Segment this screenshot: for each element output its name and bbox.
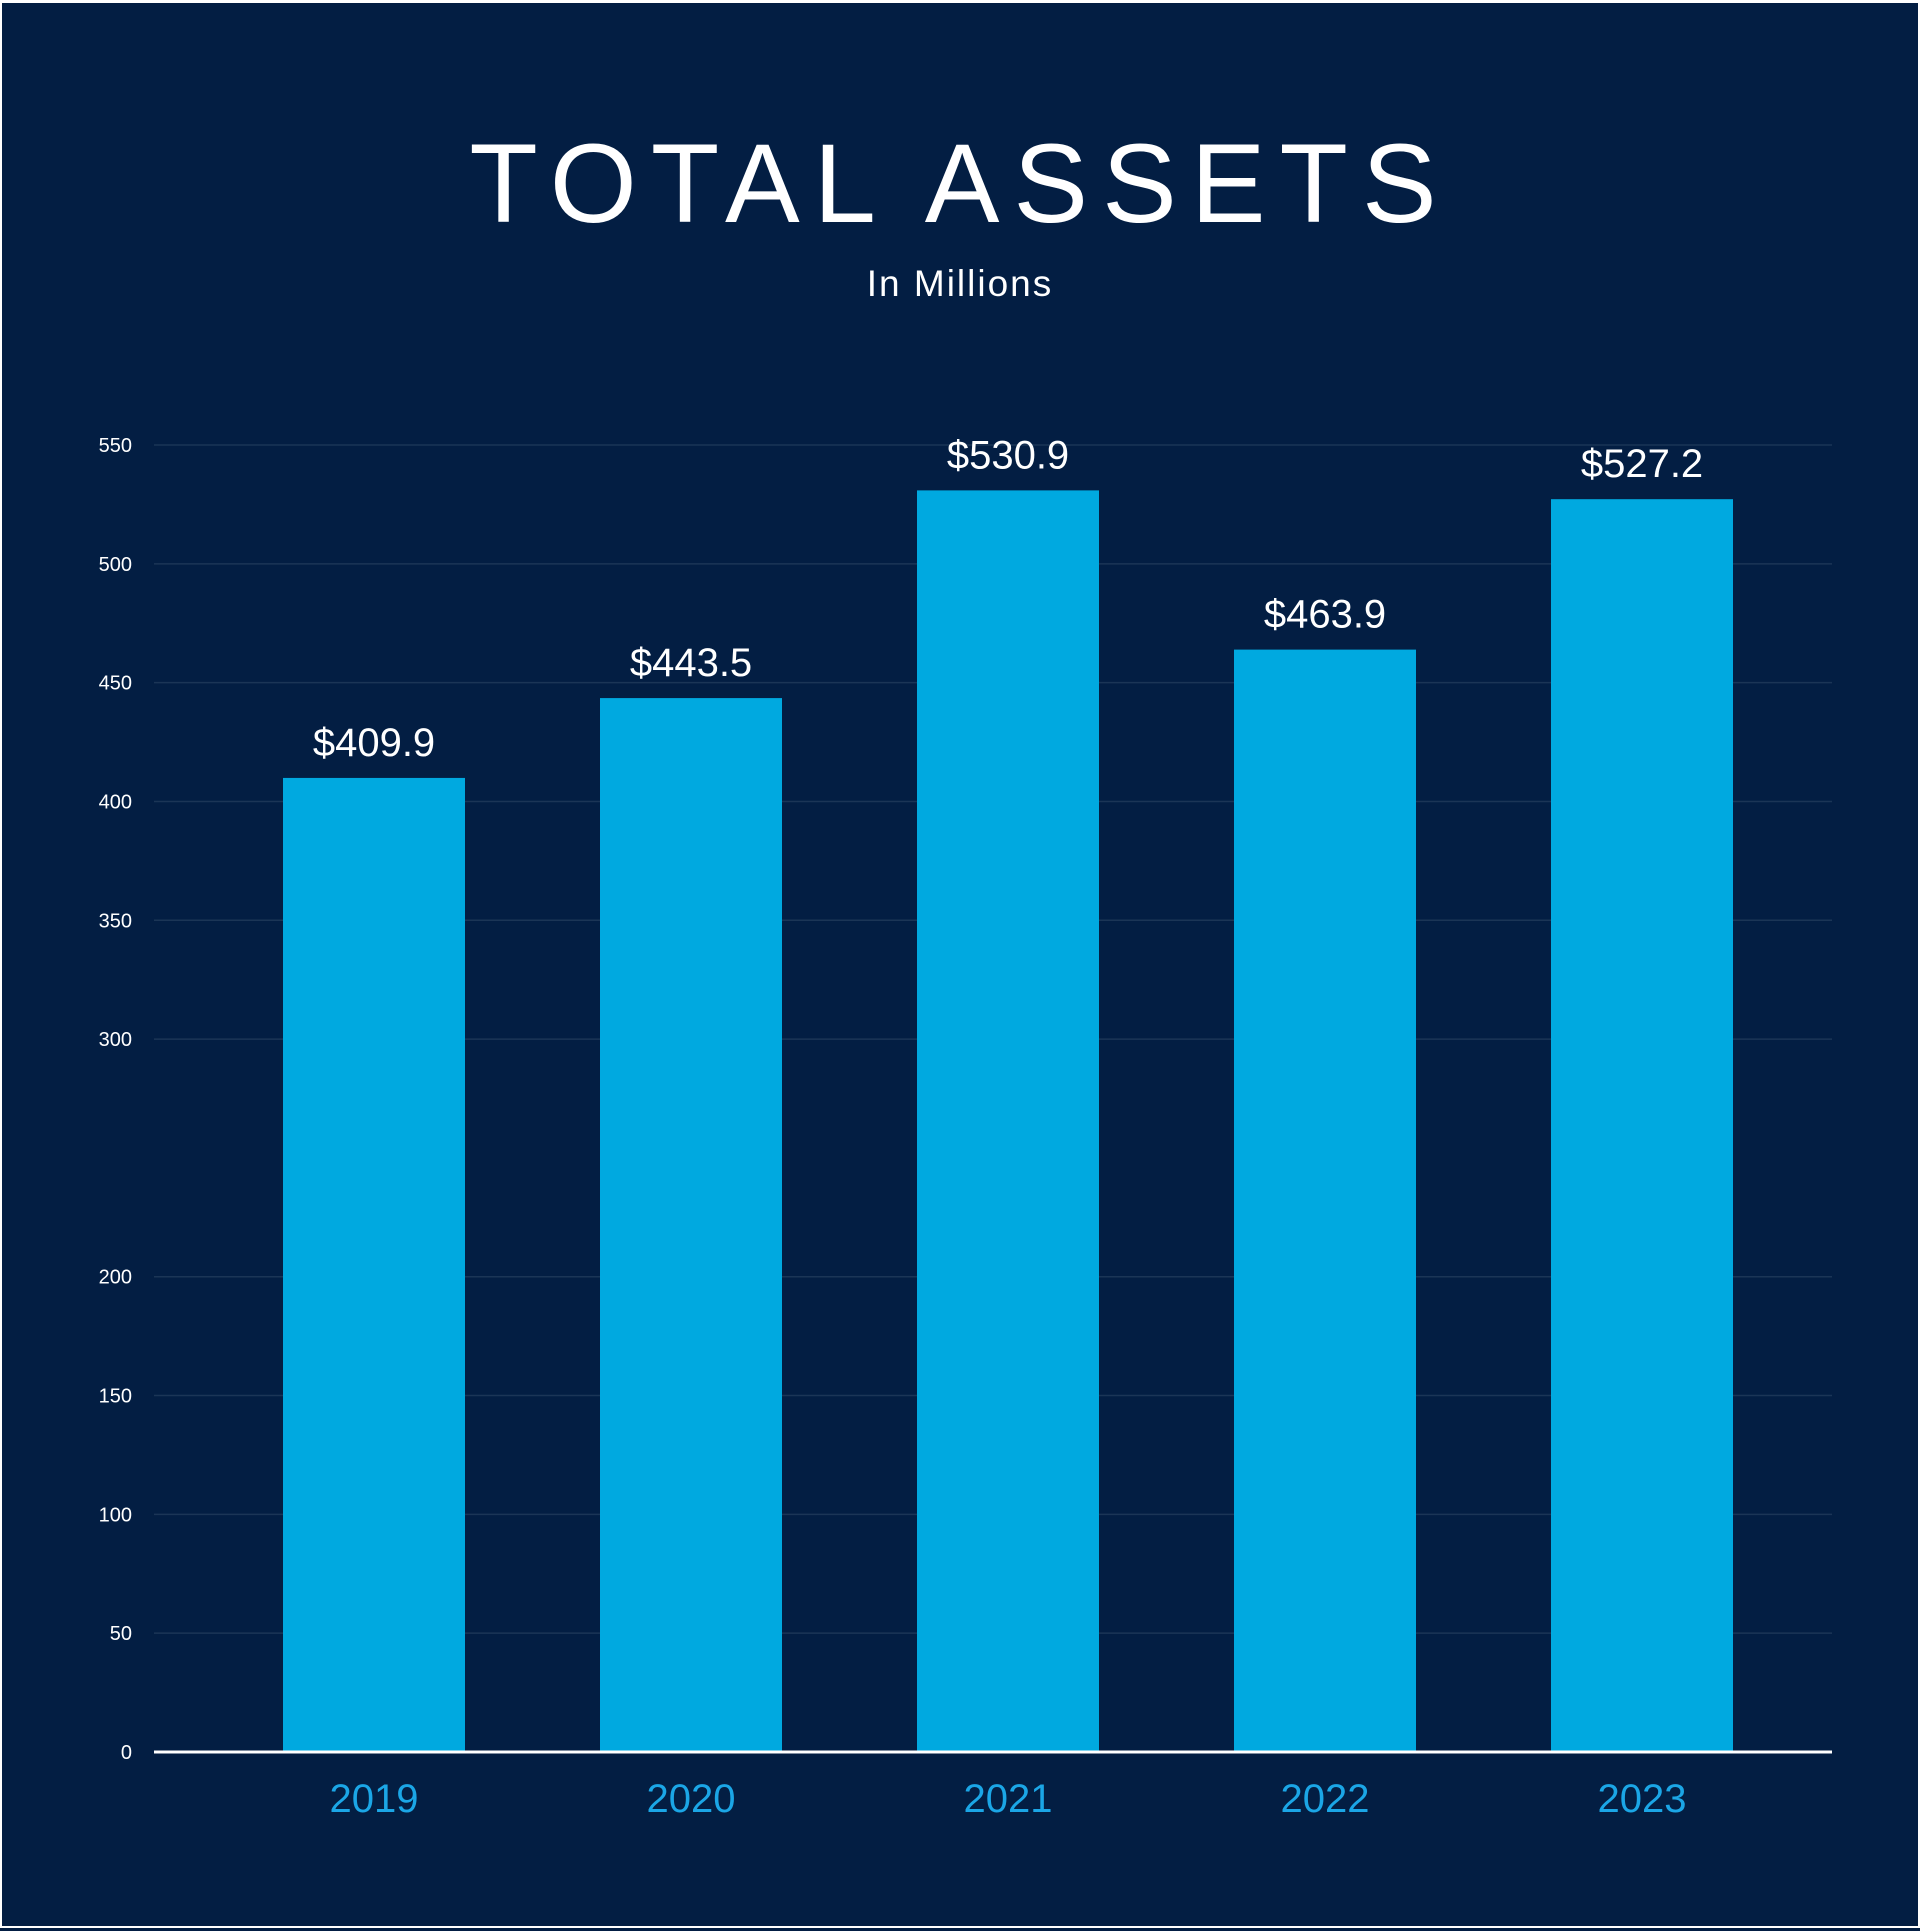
bar	[600, 698, 782, 1752]
chart-subtitle: In Millions	[866, 263, 1054, 304]
y-tick-label: 150	[99, 1386, 132, 1408]
y-tick-label: 0	[121, 1742, 132, 1764]
x-tick-label: 2023	[1598, 1777, 1687, 1821]
bar	[1234, 649, 1416, 1752]
y-tick-label: 500	[99, 554, 132, 576]
y-tick-label: 50	[110, 1623, 132, 1645]
bar	[917, 490, 1099, 1752]
y-tick-label: 550	[99, 435, 132, 457]
y-tick-label: 200	[99, 1267, 132, 1289]
data-label: $530.9	[947, 433, 1069, 477]
y-tick-label: 100	[99, 1504, 132, 1526]
x-tick-label: 2021	[964, 1777, 1053, 1821]
bar	[1551, 499, 1733, 1752]
y-tick-label: 300	[99, 1029, 132, 1051]
data-label: $409.9	[313, 721, 435, 765]
data-label: $527.2	[1581, 442, 1703, 486]
x-tick-label: 2022	[1281, 1777, 1370, 1821]
y-tick-label: 350	[99, 910, 132, 932]
bar-chart: 0 50 100 150 200 300 350 400 450 500 550 $409.9 2019…	[99, 433, 1832, 1821]
y-tick-label: 400	[99, 791, 132, 813]
y-tick-label: 450	[99, 673, 132, 695]
x-tick-label: 2019	[330, 1777, 419, 1821]
chart-title: TOTAL ASSETS	[469, 121, 1451, 246]
data-label: $443.5	[630, 641, 752, 685]
data-label: $463.9	[1264, 593, 1386, 637]
x-tick-label: 2020	[647, 1777, 736, 1821]
bar	[283, 777, 465, 1752]
